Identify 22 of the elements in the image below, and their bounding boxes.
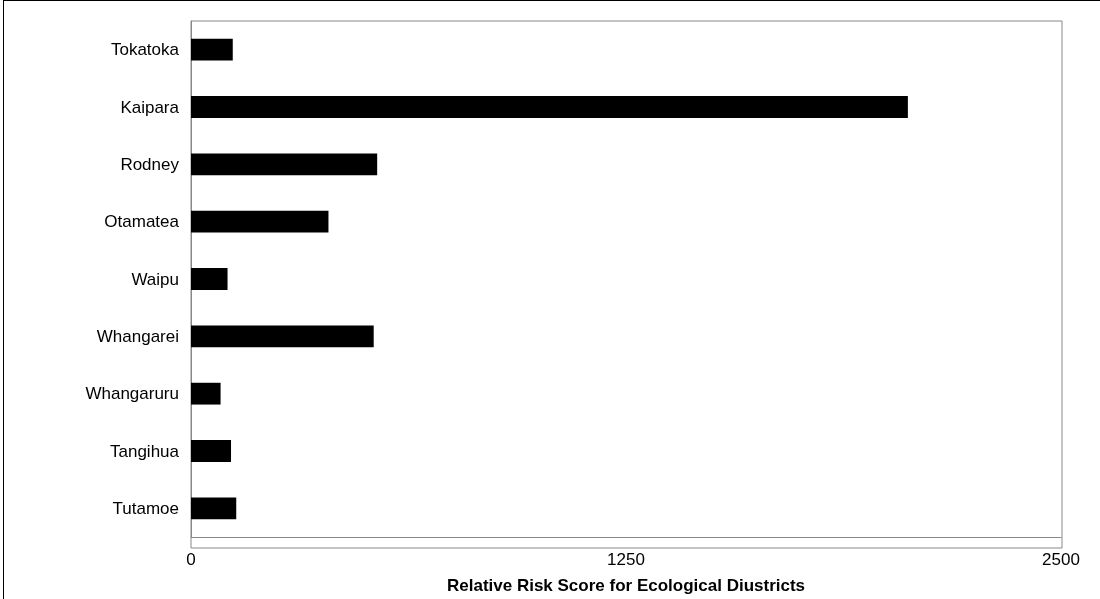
y-tick-label: Tokatoka [110,40,180,60]
bar [191,210,329,233]
y-tick-label: Otamatea [104,212,180,232]
bar [191,153,378,176]
y-tick-label: Kaipara [120,97,180,117]
y-tick-label: Tutamoe [112,498,179,518]
bar [191,325,374,348]
x-tick-label: 2500 [1042,550,1080,569]
bar [191,440,232,462]
bar [191,268,228,290]
y-tick-label: Waipu [131,269,179,289]
y-tick-label: Whangaruru [85,384,179,404]
y-tick-label: Tangihua [109,441,180,461]
bar [191,497,237,520]
x-axis-title: Relative Risk Score for Ecological Diustricts [446,576,806,595]
y-tick-label: Whangarei [96,326,179,346]
bar [191,382,221,405]
bar [191,96,908,118]
y-tick-label: Rodney [120,154,180,174]
x-tick-label: 1250 [607,550,645,569]
x-tick-label: 0 [186,550,196,569]
bar [191,38,233,61]
